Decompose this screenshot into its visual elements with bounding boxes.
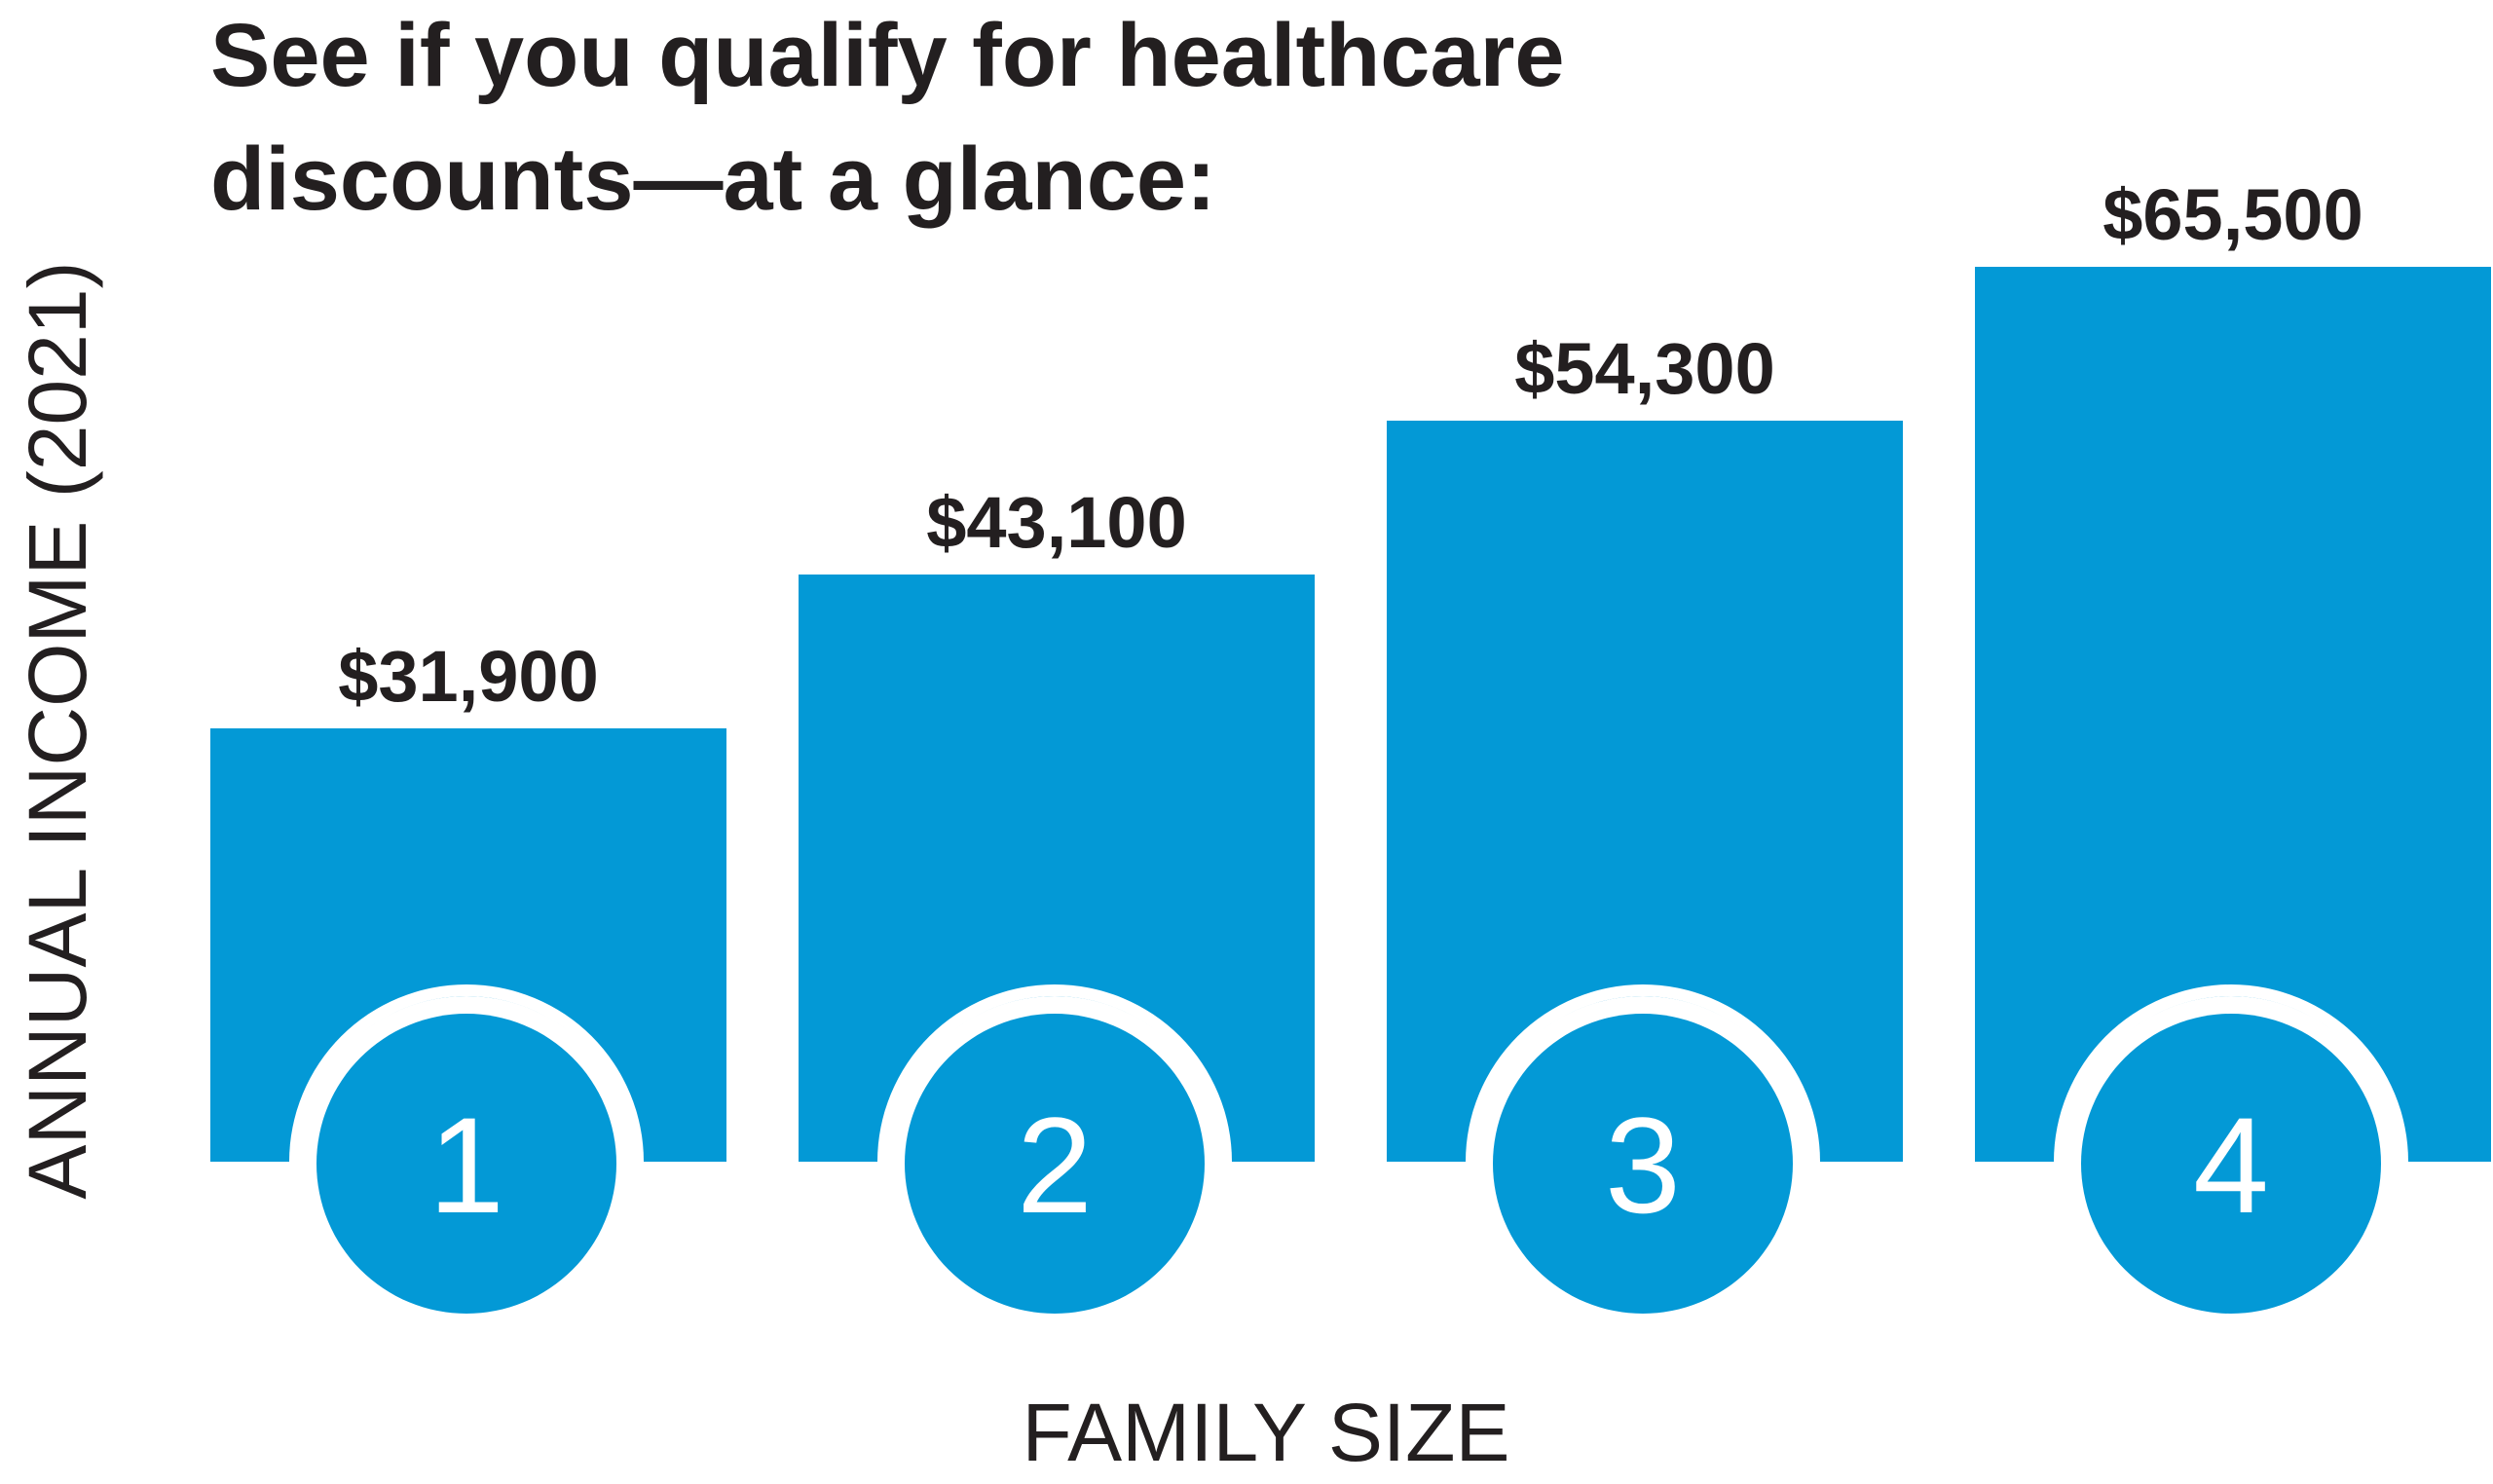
bubble-disc-3	[1493, 1014, 1793, 1314]
chart-title-line-2: discounts—at a glance:	[210, 130, 1216, 229]
value-label-2: $43,100	[926, 482, 1187, 563]
y-axis-label: ANNUAL INCOME (2021)	[12, 261, 103, 1199]
bars	[210, 267, 2491, 1162]
chart-title-line-1: See if you qualify for healthcare	[210, 6, 1565, 105]
bubble-disc-4	[2081, 1014, 2381, 1314]
category-bubbles: 1 2 3 4	[289, 984, 2408, 1339]
chart-title: See if you qualify for healthcare discoun…	[210, 6, 1565, 229]
value-label-4: $65,500	[2102, 174, 2363, 255]
bubble-disc-1	[316, 1014, 616, 1314]
category-label-1: 1	[428, 1089, 504, 1242]
category-label-2: 2	[1017, 1089, 1093, 1242]
value-label-1: $31,900	[338, 636, 599, 717]
x-axis-label: FAMILY SIZE	[1022, 1387, 1509, 1478]
value-label-3: $54,300	[1514, 328, 1775, 409]
value-labels: $31,900 $43,100 $54,300 $65,500	[338, 174, 2363, 717]
category-label-4: 4	[2193, 1089, 2269, 1242]
bubble-disc-2	[905, 1014, 1205, 1314]
category-label-3: 3	[1605, 1089, 1681, 1242]
